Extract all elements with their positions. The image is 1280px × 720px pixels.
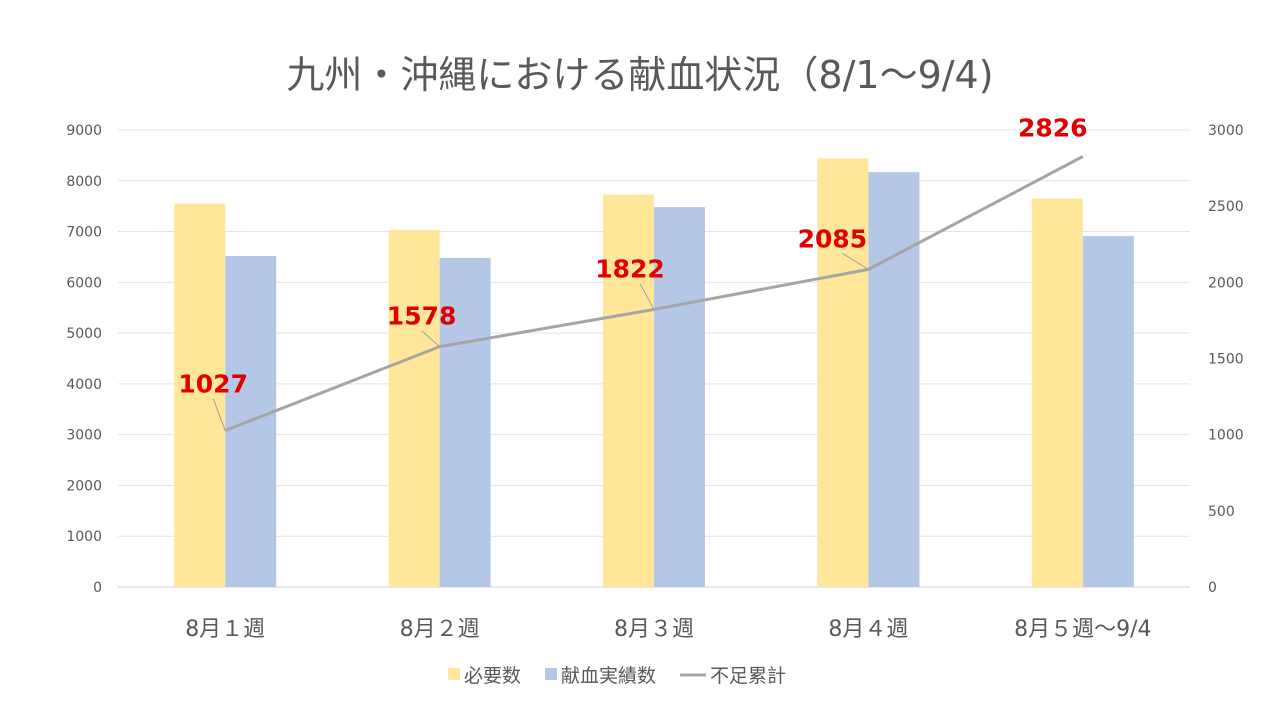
left-tick-label: 2000 [66, 478, 102, 494]
leader-line [639, 283, 655, 310]
category-label: 8月１週 [185, 617, 265, 642]
right-tick-label: 1000 [1208, 428, 1244, 444]
category-axis: 8月１週 8月２週 8月３週 8月４週 8月５週～9/4 [185, 617, 1151, 642]
right-tick-label: 2500 [1208, 199, 1244, 215]
legend-label: 必要数 [464, 665, 521, 687]
left-tick-label: 9000 [66, 123, 102, 139]
right-axis: 0 500 1000 1500 2000 2500 3000 [1208, 123, 1244, 596]
bar-required [174, 203, 226, 587]
data-label: 1027 [178, 370, 248, 399]
left-tick-label: 6000 [66, 275, 102, 291]
right-tick-label: 2000 [1208, 275, 1244, 291]
left-tick-label: 8000 [66, 174, 102, 190]
bar-actual [868, 172, 920, 587]
bar-required [603, 194, 654, 587]
data-label: 2826 [1018, 114, 1088, 143]
bars [174, 158, 1134, 588]
bar-actual [1082, 236, 1134, 587]
data-label: 1822 [595, 254, 665, 283]
category-label: 8月５週～9/4 [1014, 617, 1151, 642]
left-tick-label: 1000 [66, 529, 102, 545]
category-label: 8月４週 [828, 617, 908, 642]
chart-title: 九州・沖縄における献血状況（8/1～9/4) [286, 53, 993, 97]
data-label: 1578 [387, 302, 457, 331]
bar-required [817, 158, 869, 588]
leader-line [212, 398, 226, 431]
bar-actual [439, 257, 491, 587]
bar-actual [654, 207, 705, 587]
right-tick-label: 1500 [1208, 352, 1244, 368]
left-tick-label: 7000 [66, 225, 102, 241]
right-tick-label: 3000 [1208, 123, 1244, 139]
legend-swatch [448, 668, 460, 680]
bar-required [388, 230, 440, 587]
left-tick-label: 5000 [66, 326, 102, 342]
right-tick-label: 0 [1208, 580, 1217, 596]
category-label: 8月３週 [614, 617, 694, 642]
legend-label: 不足累計 [710, 665, 786, 687]
right-tick-label: 500 [1208, 504, 1235, 520]
category-label: 8月２週 [400, 617, 480, 642]
left-tick-label: 4000 [66, 377, 102, 393]
bar-required [1031, 198, 1083, 588]
legend: 必要数 献血実績数 不足累計 [448, 665, 786, 687]
line-series: 1027 1578 1822 2085 2826 [178, 114, 1088, 432]
left-axis: 0 1000 2000 3000 4000 5000 6000 7000 8000 9000 [66, 123, 102, 596]
left-tick-label: 3000 [66, 428, 102, 444]
data-label: 2085 [798, 224, 868, 253]
legend-swatch [545, 668, 558, 680]
leader-line [421, 330, 440, 347]
legend-label: 献血実績数 [561, 665, 656, 687]
leader-line [842, 252, 869, 270]
left-tick-label: 0 [93, 580, 102, 596]
